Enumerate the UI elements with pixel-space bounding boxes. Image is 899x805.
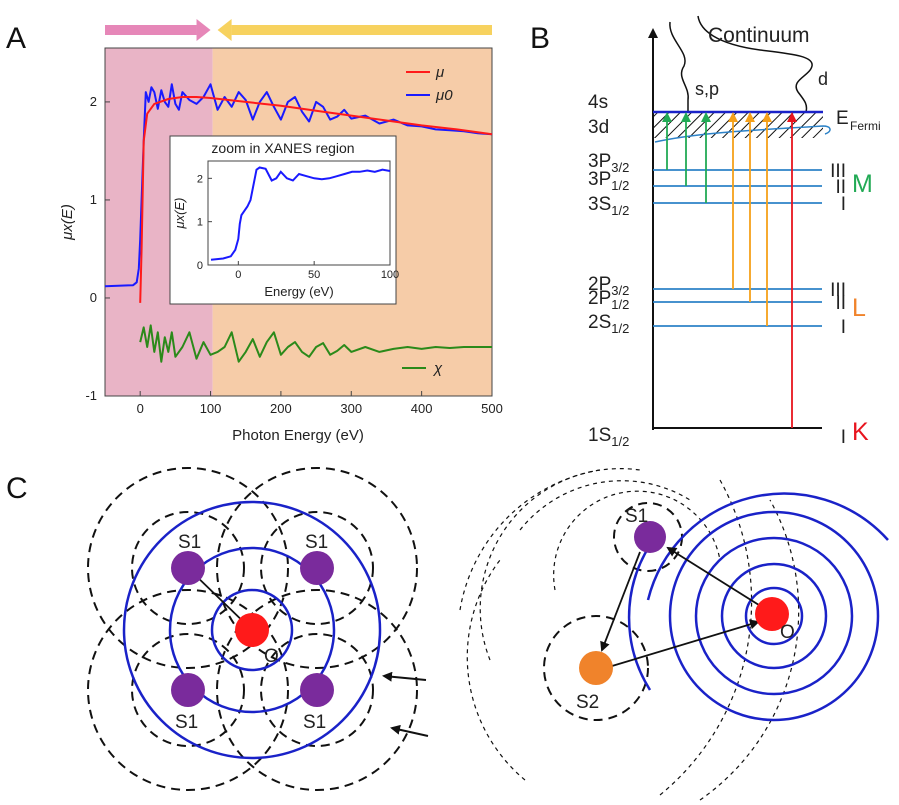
s1-atom (300, 673, 334, 707)
inset-y-tick-label: 2 (197, 173, 203, 185)
3d-band-curve (654, 125, 831, 143)
fermi-label-sub: Fermi (850, 119, 881, 133)
panel-b: B Continuum s,p d E Fermi 4s3d3P3/23P1/2… (530, 15, 881, 449)
s1-label: S1 (175, 712, 198, 733)
inset-xlabel: Energy (eV) (264, 284, 333, 299)
path-s1-to-s2 (600, 551, 641, 652)
panel-label-a: A (6, 22, 26, 55)
scattered-waves-left (87, 467, 418, 791)
plot-a-ylabel: μx(E) (59, 204, 76, 241)
absorber-label: O (780, 622, 795, 643)
y-tick-label: 0 (90, 290, 97, 305)
inset-x-tick-label: 50 (308, 269, 320, 281)
path-o-to-s1 (666, 546, 771, 613)
series-line-0 (139, 96, 493, 303)
inset-frame (207, 160, 391, 266)
plot-a-legend: μ μ0 χ (402, 64, 453, 377)
s1-atom (171, 673, 205, 707)
occupied-3d-hatch (653, 112, 823, 138)
level-label: 3S1/2 (588, 194, 629, 218)
edge-label-M: M (852, 170, 873, 198)
fermi-label-main: E (836, 108, 849, 129)
d-band-outline (697, 15, 813, 113)
panel-label-c: C (6, 472, 28, 505)
legend-chi-label: χ (432, 360, 443, 377)
legend-mu0-label: μ0 (435, 87, 453, 104)
y-tick-label: 2 (90, 94, 97, 109)
inset-ylabel: μx(E) (172, 198, 187, 230)
x-tick-label: 200 (270, 401, 292, 416)
inset-series-line (210, 166, 391, 261)
pointer-arrow-1 (382, 671, 427, 682)
region-arrows (105, 19, 492, 41)
s1-label: S1 (178, 532, 201, 553)
inset-x-tick-label: 100 (381, 269, 399, 281)
subshell-label: I (841, 427, 846, 448)
inset-ticks: 0 50 100 0 1 2 (197, 173, 399, 281)
x-tick-label: 500 (481, 401, 503, 416)
s1-label: S1 (303, 712, 326, 733)
inset-title: zoom in XANES region (211, 140, 354, 156)
multiple-scattering-diagram: S1 S2 O (459, 467, 889, 801)
panel-c: C S1 S1 S1 S1 (6, 467, 889, 801)
subshell-label: II (835, 177, 846, 198)
subshell-label: I (841, 194, 846, 215)
plot-a-frame (104, 47, 493, 397)
inset-y-tick-label: 0 (197, 260, 203, 272)
path-s2-to-o (611, 619, 760, 667)
series-line-2 (139, 324, 492, 363)
sp-band-label: s,p (695, 79, 719, 99)
legend-mu-label: μ (435, 64, 444, 81)
d-band-label: d (818, 69, 828, 89)
plot-a-xlabel: Photon Energy (eV) (232, 427, 364, 444)
level-label: 4s (588, 92, 608, 113)
region-arrow-head-1 (217, 19, 232, 41)
absorber-label: O (264, 646, 279, 667)
x-tick-label: 400 (411, 401, 433, 416)
inset-x-tick-label: 0 (235, 269, 241, 281)
absorber-atom (235, 613, 269, 647)
s1-atom (171, 551, 205, 585)
plot-a-series (104, 83, 493, 363)
subshell-label: I (841, 317, 846, 338)
panel-label-b: B (530, 22, 550, 55)
x-tick-label: 100 (200, 401, 222, 416)
excitation-arrows (662, 112, 797, 428)
s1-label: S1 (625, 506, 648, 527)
inset-y-tick-label: 1 (197, 217, 203, 229)
region-arrow-head-0 (196, 19, 211, 41)
s2-atom (579, 651, 613, 685)
edge-label-L: L (852, 294, 866, 322)
s1-atom (634, 521, 666, 553)
subshell-label: III (830, 161, 846, 182)
absorber-atom (755, 597, 789, 631)
xanes-inset: zoom in XANES region 0 50 100 0 1 2 Energy (e… (169, 135, 399, 305)
y-tick-label: -1 (85, 388, 97, 403)
edge-label-K: K (852, 418, 869, 446)
continuum-label: Continuum (708, 24, 810, 47)
outgoing-waves-right (627, 492, 889, 722)
x-tick-label: 300 (340, 401, 362, 416)
level-label: 2S1/2 (588, 312, 629, 336)
level-label: 1S1/2 (588, 425, 629, 449)
s1-atom (300, 551, 334, 585)
sp-band-outline (669, 21, 689, 112)
s1-label: S1 (305, 532, 328, 553)
subshell-label: III (830, 280, 846, 301)
x-tick-label: 0 (137, 401, 144, 416)
level-label: 3d (588, 117, 609, 138)
inset-series (210, 166, 391, 261)
y-tick-label: 1 (90, 192, 97, 207)
outgoing-waves-left (122, 500, 382, 760)
single-scattering-diagram: S1 S1 S1 S1 O (87, 467, 429, 791)
s2-label: S2 (576, 692, 599, 713)
pointer-arrow-2 (390, 724, 429, 737)
subshell-label: II (835, 293, 846, 314)
